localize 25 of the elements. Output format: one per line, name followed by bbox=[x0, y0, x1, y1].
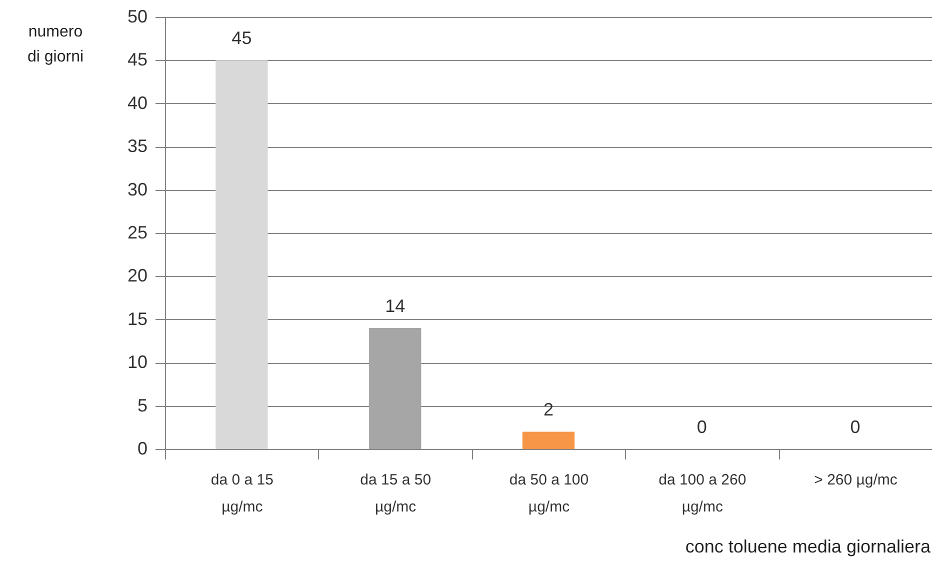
x-tick-label: da 100 a 260 µg/mc bbox=[658, 472, 746, 516]
y-tick-label: 20 bbox=[127, 266, 148, 286]
data-label: 14 bbox=[385, 296, 406, 316]
y-tick-label: 10 bbox=[127, 352, 148, 372]
data-label: 0 bbox=[850, 417, 860, 437]
y-tick-label: 35 bbox=[127, 136, 148, 156]
x-tick-label: da 50 a 100 µg/mc bbox=[509, 472, 589, 516]
y-tick-label: 40 bbox=[127, 92, 148, 113]
bar bbox=[522, 432, 575, 449]
x-axis-title: conc toluene media giornaliera bbox=[685, 536, 932, 556]
y-tick-label: 25 bbox=[127, 222, 148, 242]
y-tick-label: 30 bbox=[127, 179, 148, 200]
x-tick-label: da 0 a 15 µg/mc bbox=[210, 472, 274, 516]
bar bbox=[369, 328, 422, 449]
y-axis-title: numero di giorni bbox=[27, 24, 84, 66]
y-tick-label: 15 bbox=[127, 308, 148, 329]
y-tick-label: 0 bbox=[137, 438, 148, 458]
x-tick-label: > 260 µg/mc bbox=[814, 472, 898, 488]
x-tick-label: da 15 a 50 µg/mc bbox=[360, 472, 432, 516]
y-tick-label: 50 bbox=[127, 6, 148, 26]
data-label: 45 bbox=[232, 28, 252, 48]
bar bbox=[216, 60, 268, 449]
y-tick-label: 5 bbox=[137, 395, 148, 416]
data-label: 0 bbox=[696, 417, 707, 437]
y-tick-label: 45 bbox=[127, 50, 148, 70]
